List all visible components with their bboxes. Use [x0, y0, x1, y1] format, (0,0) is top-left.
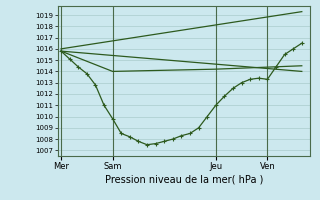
X-axis label: Pression niveau de la mer( hPa ): Pression niveau de la mer( hPa ): [105, 175, 263, 185]
